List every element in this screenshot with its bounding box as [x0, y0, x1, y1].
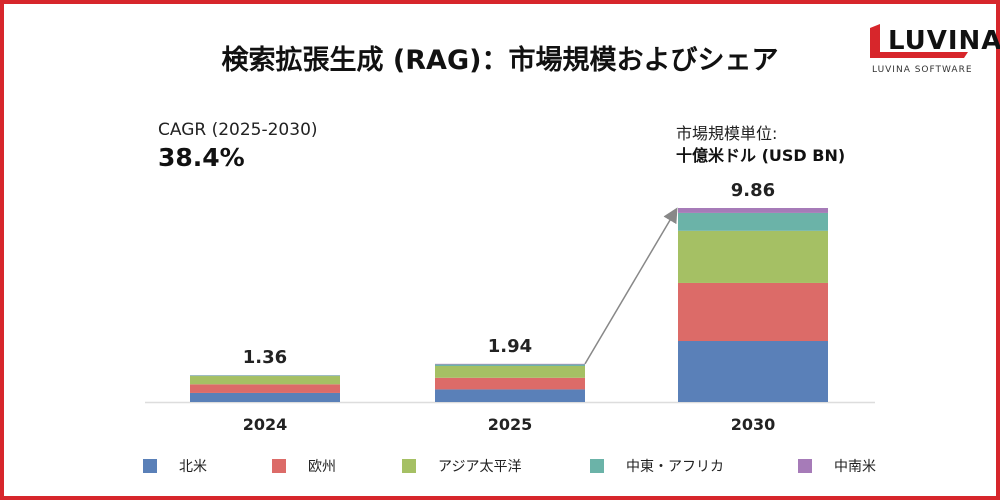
legend-swatch — [590, 459, 604, 473]
total-label-2025: 1.94 — [488, 336, 532, 357]
logo-subtitle: LUVINA SOFTWARE — [872, 65, 973, 75]
bar-segment-2024-0 — [190, 392, 340, 402]
bar-segment-2030-1 — [678, 282, 828, 342]
legend-label: 欧州 — [308, 459, 336, 475]
legend-label: 北米 — [179, 459, 207, 475]
x-tick-2030: 2030 — [731, 415, 776, 434]
logo-mark-icon — [870, 24, 968, 58]
unit-value: 十億米ドル (USD BN) — [676, 146, 846, 165]
bar-segment-2024-1 — [190, 384, 340, 393]
unit-label: 市場規模単位: — [676, 124, 778, 143]
legend-swatch — [402, 459, 416, 473]
legend-swatch — [143, 459, 157, 473]
chart-title: 検索拡張生成 (RAG)：市場規模およびシェア — [221, 45, 779, 76]
legend-swatch — [798, 459, 812, 473]
bar-segment-2024-2 — [190, 376, 340, 385]
legend-swatch — [272, 459, 286, 473]
luvina-logo: LUVINA LUVINA SOFTWARE — [868, 24, 1000, 80]
logo-word: LUVINA — [888, 26, 1000, 56]
legend-item: アジア太平洋 — [402, 456, 521, 476]
legend-item: 中東・アフリカ — [590, 456, 724, 476]
bar-segment-2025-4 — [435, 363, 585, 365]
total-label-2024: 1.36 — [243, 347, 287, 368]
x-tick-2024: 2024 — [243, 415, 288, 434]
legend-item: 北米 — [143, 456, 207, 476]
legend-item: 欧州 — [272, 456, 336, 476]
cagr-label: CAGR (2025-2030) — [158, 120, 318, 140]
bar-segment-2030-4 — [678, 208, 828, 213]
legend-label: 中東・アフリカ — [626, 459, 724, 475]
legend-item: 中南米 — [798, 456, 876, 476]
bar-segment-2030-3 — [678, 212, 828, 231]
total-label-2030: 9.86 — [731, 180, 775, 201]
cagr-value: 38.4% — [158, 143, 245, 172]
legend: 北米 欧州 アジア太平洋 中東・アフリカ 中南米 — [0, 456, 1000, 480]
legend-label: アジア太平洋 — [438, 459, 522, 475]
legend-label: 中南米 — [834, 459, 876, 475]
bar-segment-2025-2 — [435, 365, 585, 378]
bar-segment-2030-2 — [678, 230, 828, 283]
bar-segment-2025-3 — [435, 364, 585, 366]
bar-segment-2025-0 — [435, 389, 585, 402]
growth-arrow — [584, 207, 678, 365]
bar-segment-2030-0 — [678, 341, 828, 402]
bar-segment-2025-1 — [435, 377, 585, 390]
x-tick-2025: 2025 — [488, 415, 533, 434]
bar-segment-2024-3 — [190, 375, 340, 377]
